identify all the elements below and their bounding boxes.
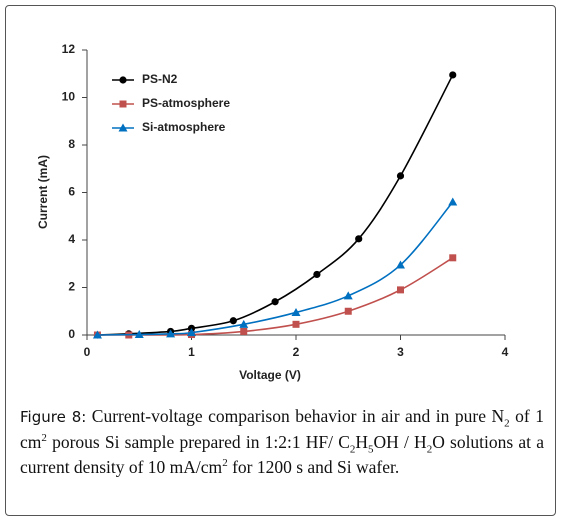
point [271,298,279,306]
point [291,307,301,316]
caption-text: 2 [426,443,433,456]
point [449,71,457,79]
point [292,320,300,328]
series-line [97,74,454,336]
point [240,327,248,335]
caption-text: porous Si sample prepared in 1:2:1 HF/ C [46,432,350,452]
legend-marker [118,123,128,132]
x-axis-label: Voltage (V) [239,368,301,382]
chart: Voltage (V) Current (mA) 0 1 2 3 4024681012P… [36,42,509,382]
series-line [97,257,454,336]
point [397,286,404,294]
caption-text: 5 [368,443,374,456]
figure-frame [5,5,556,516]
x-tick-label: 1 [188,345,195,359]
point [396,172,405,180]
point [239,319,249,328]
caption-text: 2 [349,443,356,456]
point [187,328,196,337]
legend-marker [119,100,127,108]
x-tick-label: 4 [502,345,509,359]
y-axis-label: Current (mA) [36,155,50,229]
caption-text: of 1 cm [20,406,544,452]
point [229,317,237,325]
point [449,254,457,262]
point [92,330,102,339]
caption-text: OH / H [373,432,427,452]
point [355,235,363,243]
legend-marker [119,76,127,84]
point [343,291,353,300]
legend-label: Si-atmosphere [142,120,226,134]
point [166,329,176,338]
legend-label: PS-N2 [142,72,178,86]
series-line [97,201,454,336]
legend-label: PS-atmosphere [142,96,230,110]
caption-text: 2 [504,417,510,430]
caption-text: 2 [41,432,47,445]
point [134,330,144,339]
point [396,260,405,269]
caption-text: for 1200 s and Si wafer. [227,457,400,477]
point [448,197,458,206]
point [344,307,352,315]
y-tick-label: 6 [68,185,75,199]
caption-text: Current-voltage comparison behavior in a… [86,406,505,426]
y-tick-label: 2 [68,280,75,294]
x-tick-label: 0 [84,345,91,359]
caption-label: Figure 8: [20,408,87,426]
point [313,270,321,279]
y-tick-label: 10 [62,90,76,104]
y-tick-label: 12 [62,42,76,56]
caption-text: O solutions at a current density of 10 m… [20,432,544,477]
caption-text: H [355,432,369,452]
y-tick-label: 0 [68,327,75,341]
x-tick-label: 3 [397,345,404,359]
caption-text: 2 [222,457,228,470]
caption: Figure 8: Current-voltage comparison beh… [20,404,544,480]
y-tick-label: 8 [68,137,75,151]
x-tick-label: 2 [293,345,300,359]
y-tick-label: 4 [68,232,75,246]
